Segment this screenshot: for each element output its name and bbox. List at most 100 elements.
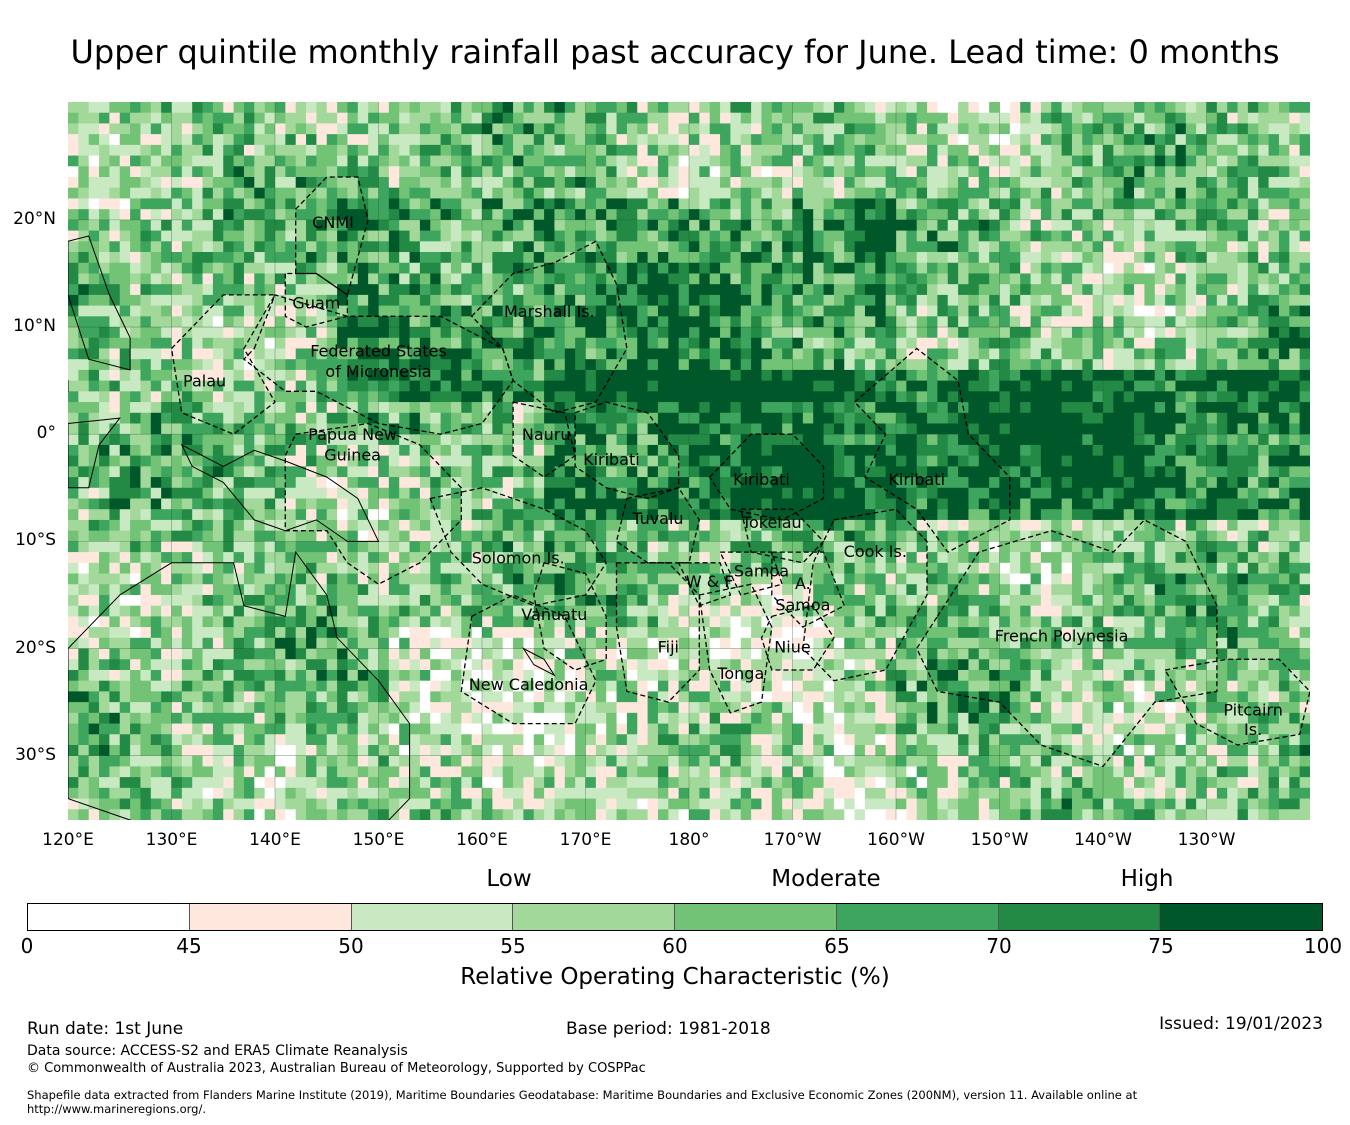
grid-cell [192, 509, 204, 521]
grid-cell [492, 359, 504, 371]
grid-cell [896, 198, 907, 210]
grid-cell [388, 369, 400, 382]
grid-cell [854, 112, 866, 125]
grid-cell [440, 455, 452, 467]
grid-cell [347, 434, 359, 446]
grid-cell [906, 530, 918, 542]
grid-cell [1071, 477, 1083, 489]
grid-cell [606, 252, 618, 264]
grid-cell [761, 444, 773, 457]
grid-cell [513, 198, 524, 210]
grid-cell [751, 230, 763, 242]
grid-cell [595, 509, 607, 521]
grid-cell [1247, 166, 1259, 178]
grid-cell [1247, 423, 1259, 435]
grid-cell [1227, 316, 1239, 328]
grid-cell [192, 187, 204, 200]
grid-cell [1196, 262, 1208, 275]
grid-cell [430, 209, 442, 221]
grid-cell [1289, 391, 1301, 403]
grid-cell [771, 316, 783, 328]
grid-cell [99, 209, 110, 221]
grid-cell [813, 412, 825, 425]
grid-cell [1051, 305, 1063, 317]
grid-cell [119, 112, 131, 125]
grid-cell [482, 509, 493, 521]
grid-cell [150, 144, 162, 157]
grid-cell [885, 273, 897, 285]
grid-cell [1113, 198, 1125, 210]
grid-cell [668, 144, 680, 157]
grid-cell [647, 402, 659, 414]
grid-cell [419, 144, 431, 157]
grid-cell [285, 284, 297, 296]
grid-cell [482, 434, 493, 446]
grid-cell [523, 530, 535, 542]
grid-cell [78, 123, 90, 135]
grid-cell [233, 455, 245, 467]
grid-cell [212, 348, 224, 360]
grid-cell [1061, 498, 1073, 510]
grid-cell [233, 144, 245, 157]
grid-cell [171, 305, 183, 317]
grid-cell [999, 359, 1011, 371]
grid-cell [1299, 219, 1310, 232]
grid-cell [813, 262, 825, 275]
grid-cell [223, 466, 235, 478]
grid-cell [1247, 294, 1259, 307]
grid-cell [616, 252, 628, 264]
grid-cell [1196, 112, 1208, 125]
grid-cell [378, 166, 390, 178]
grid-cell [1009, 444, 1021, 457]
grid-cell [1061, 359, 1073, 371]
grid-cell [1216, 455, 1228, 467]
grid-cell [306, 123, 317, 135]
grid-cell [554, 187, 566, 200]
grid-cell [471, 112, 483, 125]
grid-cell [1071, 337, 1083, 350]
grid-cell [99, 294, 110, 307]
grid-cell [678, 102, 690, 114]
grid-cell [223, 198, 235, 210]
grid-cell [492, 530, 504, 542]
grid-cell [885, 166, 897, 178]
grid-cell [1061, 444, 1073, 457]
grid-cell [802, 252, 814, 264]
grid-cell [337, 337, 349, 350]
grid-cell [109, 402, 121, 414]
grid-cell [295, 337, 307, 350]
grid-cell [958, 112, 970, 125]
grid-cell [1237, 434, 1249, 446]
grid-cell [533, 262, 545, 275]
grid-cell [699, 530, 711, 542]
grid-cell [254, 498, 266, 510]
grid-cell [347, 466, 359, 478]
grid-cell [275, 412, 286, 425]
grid-cell [378, 230, 390, 242]
grid-cell [978, 187, 990, 200]
grid-cell [813, 477, 825, 489]
grid-cell [295, 380, 307, 392]
grid-cell [761, 177, 773, 189]
grid-cell [1092, 498, 1104, 510]
grid-cell [161, 166, 173, 178]
grid-cell [751, 498, 763, 510]
grid-cell [1030, 509, 1042, 521]
grid-cell [1216, 487, 1228, 500]
grid-cell [482, 155, 493, 167]
grid-cell [150, 530, 162, 542]
grid-cell [1258, 155, 1270, 167]
grid-cell [678, 123, 690, 135]
grid-cell [740, 369, 752, 382]
grid-cell [813, 444, 825, 457]
grid-cell [958, 412, 970, 425]
grid-cell [440, 273, 452, 285]
grid-cell [740, 412, 752, 425]
grid-cell [544, 316, 556, 328]
grid-cell [606, 273, 618, 285]
grid-cell [823, 509, 835, 521]
grid-cell [782, 541, 794, 553]
grid-cell [606, 359, 618, 371]
grid-cell [1289, 123, 1301, 135]
grid-cell [295, 155, 307, 167]
